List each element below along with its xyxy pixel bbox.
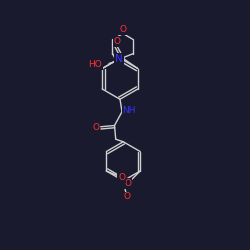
Text: O: O xyxy=(120,25,126,34)
Text: O: O xyxy=(123,192,130,202)
Text: O: O xyxy=(118,173,125,182)
Text: NH: NH xyxy=(122,106,136,115)
Text: O: O xyxy=(124,179,131,188)
Text: O: O xyxy=(114,37,120,46)
Text: HO: HO xyxy=(88,60,102,69)
Text: N: N xyxy=(115,54,123,64)
Text: O: O xyxy=(93,123,100,132)
